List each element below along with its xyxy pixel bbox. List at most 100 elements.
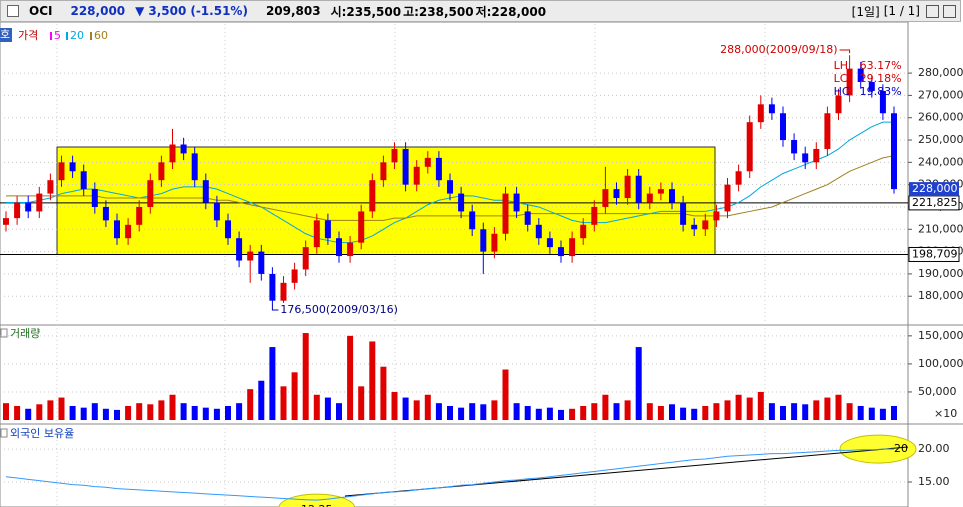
volume-bar [358,386,365,420]
volume-bar [302,333,309,420]
candle-body [657,189,664,194]
close-button[interactable] [943,4,956,18]
volume-bar [180,403,187,420]
chart: 180,000190,000200,000210,000220,000230,0… [0,22,963,507]
candle-body [879,90,886,114]
low-note: 176,500(2009/03/16) [280,303,397,316]
candle-body [169,144,176,163]
volume-bar [191,405,198,420]
volume-bar [680,407,687,420]
candle-body [58,162,65,181]
candle-body [824,113,831,149]
candle-body [691,224,698,230]
candle-body [91,189,98,207]
unit-label: ×10 [934,407,957,420]
window-button[interactable] [926,4,939,18]
volume-bar [580,405,587,420]
y-tick-label: 250,000 [918,133,963,146]
volume-bar [447,405,453,420]
y-tick-label: 20.00 [918,442,950,455]
volume-bar [702,405,709,420]
volume: 209,803 [265,4,321,18]
candle-body [424,157,431,167]
high-arrow [839,49,851,54]
stat-name: LH [834,59,848,72]
volume-bar [202,407,209,420]
volume-bar [657,405,664,420]
volume-bar [291,372,298,420]
volume-bar [791,403,798,420]
legend-icon [0,328,8,338]
volume-bar [746,397,753,420]
candle-body [380,162,387,181]
candle-body [3,218,9,225]
y-tick-label: 280,000 [918,66,963,79]
volume-bar [558,409,564,420]
volume-bar [236,403,243,420]
candle-body [14,202,21,219]
candle-body [80,171,87,190]
checkbox[interactable] [7,5,19,17]
volume-bar [91,403,98,420]
candle-body [535,224,542,239]
volume-bar [835,394,842,420]
volume-bar [868,407,875,420]
candle-body [746,122,753,172]
candle-body [713,211,720,221]
candle-body [158,162,165,181]
volume-bar [247,389,254,420]
period[interactable]: [1일] [851,4,880,19]
volume-bar [3,403,9,420]
candle-body [180,144,187,154]
volume-bar [713,403,720,420]
candle-body [569,238,576,257]
candle-body [813,148,820,163]
candle-body [669,189,675,203]
volume-bar [691,408,698,420]
y-tick-label: 50,000 [918,385,957,398]
volume-bar [269,347,276,420]
candle-body [491,233,498,252]
ma-line [6,155,895,221]
plot-frame [0,22,909,507]
candle-body [846,68,853,96]
price: 228,000 [70,4,126,18]
volume-bar [458,407,465,420]
candle-body [202,180,209,203]
stock-name: OCI [29,4,53,18]
candle-body [236,238,243,261]
candle-body [258,251,265,274]
candle-body [480,229,487,252]
candle-body [391,148,398,163]
volume-bar [546,407,553,420]
y-tick-label: 180,000 [918,289,963,302]
volume-bar [469,403,476,420]
volume-bar [669,404,675,420]
candle-body [768,104,775,114]
panel-title: 외국인 보유율 [10,427,74,440]
candle-body [835,95,842,114]
candle-body [646,193,653,203]
y-tick-label: 260,000 [918,111,963,124]
candle-body [213,202,220,221]
candle-body [102,206,109,221]
legend-swatch [90,32,92,40]
candle-body [891,113,897,190]
high-note: 288,000(2009/09/18) [720,43,837,56]
candle-body [280,282,287,301]
panel-title: 가격 [18,29,38,42]
volume-bar [824,397,831,420]
volume-bar [413,400,420,420]
candle-body [69,162,76,172]
volume-bar [125,405,132,420]
h-line-label: 198,709 [912,247,958,260]
value-label: 12.25 [301,503,333,507]
candle-body [546,238,553,248]
arrow: ▼ [135,4,145,18]
last-label: 228,000 [912,182,958,195]
volume-bar [502,369,509,420]
stat-value: 63.17% [860,59,902,72]
volume-bar [380,366,387,420]
candle-body [347,242,354,257]
volume-bar [158,400,165,420]
